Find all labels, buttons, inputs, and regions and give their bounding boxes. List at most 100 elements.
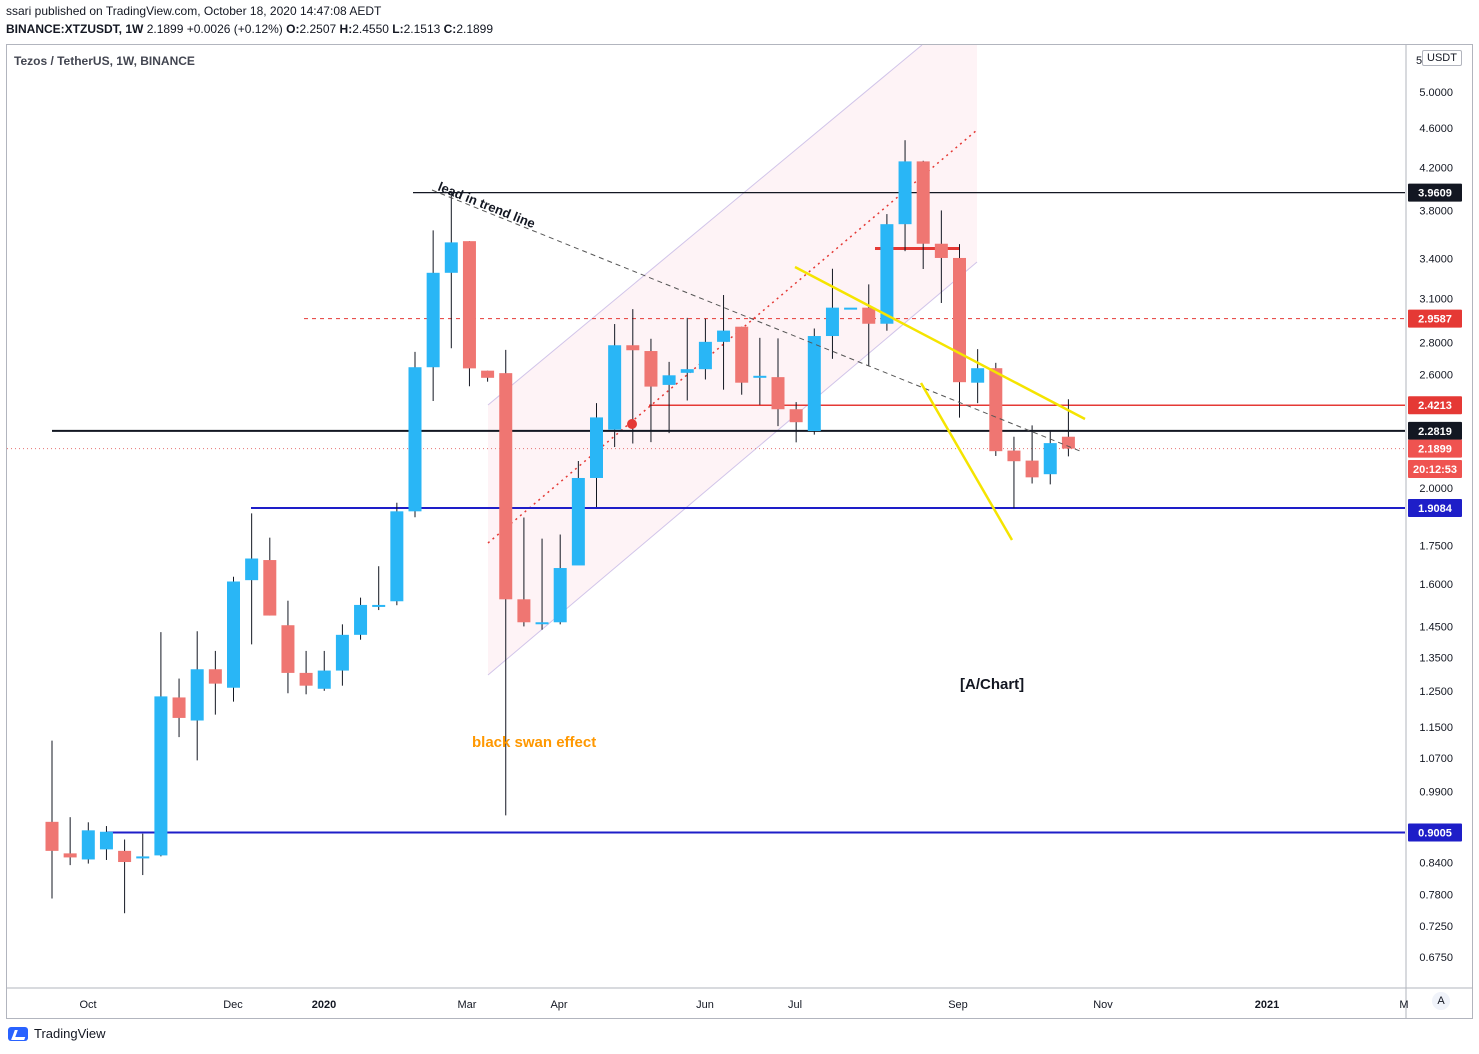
candle[interactable] [462,241,476,387]
candle[interactable] [81,822,95,864]
alert-marker-icon [627,419,637,429]
candle[interactable] [807,328,821,435]
candle[interactable] [390,502,404,606]
candle[interactable] [989,362,1003,456]
candle[interactable] [154,632,168,857]
y-tick-label: 3.4000 [1419,254,1453,266]
candle[interactable] [1007,436,1021,509]
candle[interactable] [227,576,240,702]
candle[interactable] [898,140,912,252]
candle-body [45,821,59,851]
candle[interactable] [608,324,622,448]
candle-body [535,622,549,625]
candle[interactable] [971,349,985,404]
candle[interactable] [317,650,331,691]
candle[interactable] [281,600,295,694]
y-tick-label: 0.7250 [1419,921,1453,933]
candle-body [335,634,349,671]
y-tick-label: 3.8000 [1419,206,1453,218]
candle[interactable] [880,214,894,331]
candle[interactable] [698,318,712,380]
price-label-text: 3.9609 [1418,188,1452,200]
candle[interactable] [408,351,422,518]
candle[interactable] [499,349,513,816]
candle-body [462,241,476,369]
candle[interactable] [717,295,731,390]
candle[interactable] [825,268,839,359]
candle[interactable] [953,244,966,418]
auto-scale-button[interactable]: A [1432,992,1450,1010]
candle-body [136,856,150,859]
y-tick-label: 1.6000 [1419,579,1453,591]
price-label-bg [1408,823,1462,842]
candle-body [934,243,948,258]
candle-body [953,257,966,383]
price-label: 20:12:53 [1408,460,1462,478]
symbol-ohlc-line: BINANCE:XTZUSDT, 1W 2.1899 +0.0026 (+0.1… [6,22,493,36]
candle[interactable] [1043,430,1057,485]
candle[interactable] [299,650,313,695]
candle-body [680,369,694,373]
x-tick-label: Jun [696,999,714,1011]
candle-body [354,604,368,635]
candle[interactable] [426,230,440,402]
candle-body [989,368,1003,452]
candle[interactable] [662,361,676,434]
candle[interactable] [916,160,930,270]
y-tick-label: 5 [1416,55,1422,67]
candle[interactable] [535,538,549,630]
candle[interactable] [590,403,603,508]
candle-body [372,604,386,607]
tradingview-brand[interactable]: TradingView [8,1026,106,1041]
candle[interactable] [245,513,259,645]
candle[interactable] [99,826,113,860]
x-tick-label: Apr [550,999,567,1011]
candle[interactable] [771,338,785,427]
candle-body [481,370,495,378]
candle-body [590,417,603,478]
candle[interactable] [735,326,749,395]
open-value: 2.2507 [299,22,337,36]
y-tick-label: 3.1000 [1419,293,1453,305]
currency-unit-box[interactable]: USDT [1422,50,1462,66]
candle[interactable] [372,566,386,611]
candle[interactable] [335,624,349,686]
channel-upper-line [487,44,923,406]
candle[interactable] [481,370,495,382]
candle[interactable] [354,597,368,640]
candle-body [753,375,767,378]
x-tick-label: 2020 [312,999,336,1011]
candle-body [844,307,858,310]
x-tick-label: M [1399,999,1408,1011]
candle[interactable] [644,338,658,443]
y-tick-label: 2.0000 [1419,483,1453,495]
candle[interactable] [208,650,222,715]
candle[interactable] [263,537,277,616]
candle[interactable] [190,631,204,761]
candle-body [299,672,313,686]
candle[interactable] [680,317,694,401]
candle[interactable] [753,337,767,405]
candle[interactable] [1025,425,1039,484]
candle[interactable] [789,402,803,443]
close-value: 2.1899 [456,22,494,36]
candle[interactable] [934,210,948,303]
candle[interactable] [118,839,132,914]
price-label-text: 2.2819 [1418,426,1452,438]
candle-body [208,669,222,684]
candle-body [1043,443,1057,475]
candle[interactable] [63,817,77,866]
candle[interactable] [172,678,186,738]
candle[interactable] [553,534,567,625]
candle[interactable] [45,740,59,899]
candle[interactable] [862,284,876,367]
open-label: O: [286,22,300,36]
x-tick-label: Mar [458,999,477,1011]
candle[interactable] [136,833,150,876]
candle[interactable] [517,517,531,627]
candle[interactable] [444,192,458,349]
x-tick-label: Dec [223,999,243,1011]
candle[interactable] [571,461,585,566]
candle[interactable] [844,307,858,310]
